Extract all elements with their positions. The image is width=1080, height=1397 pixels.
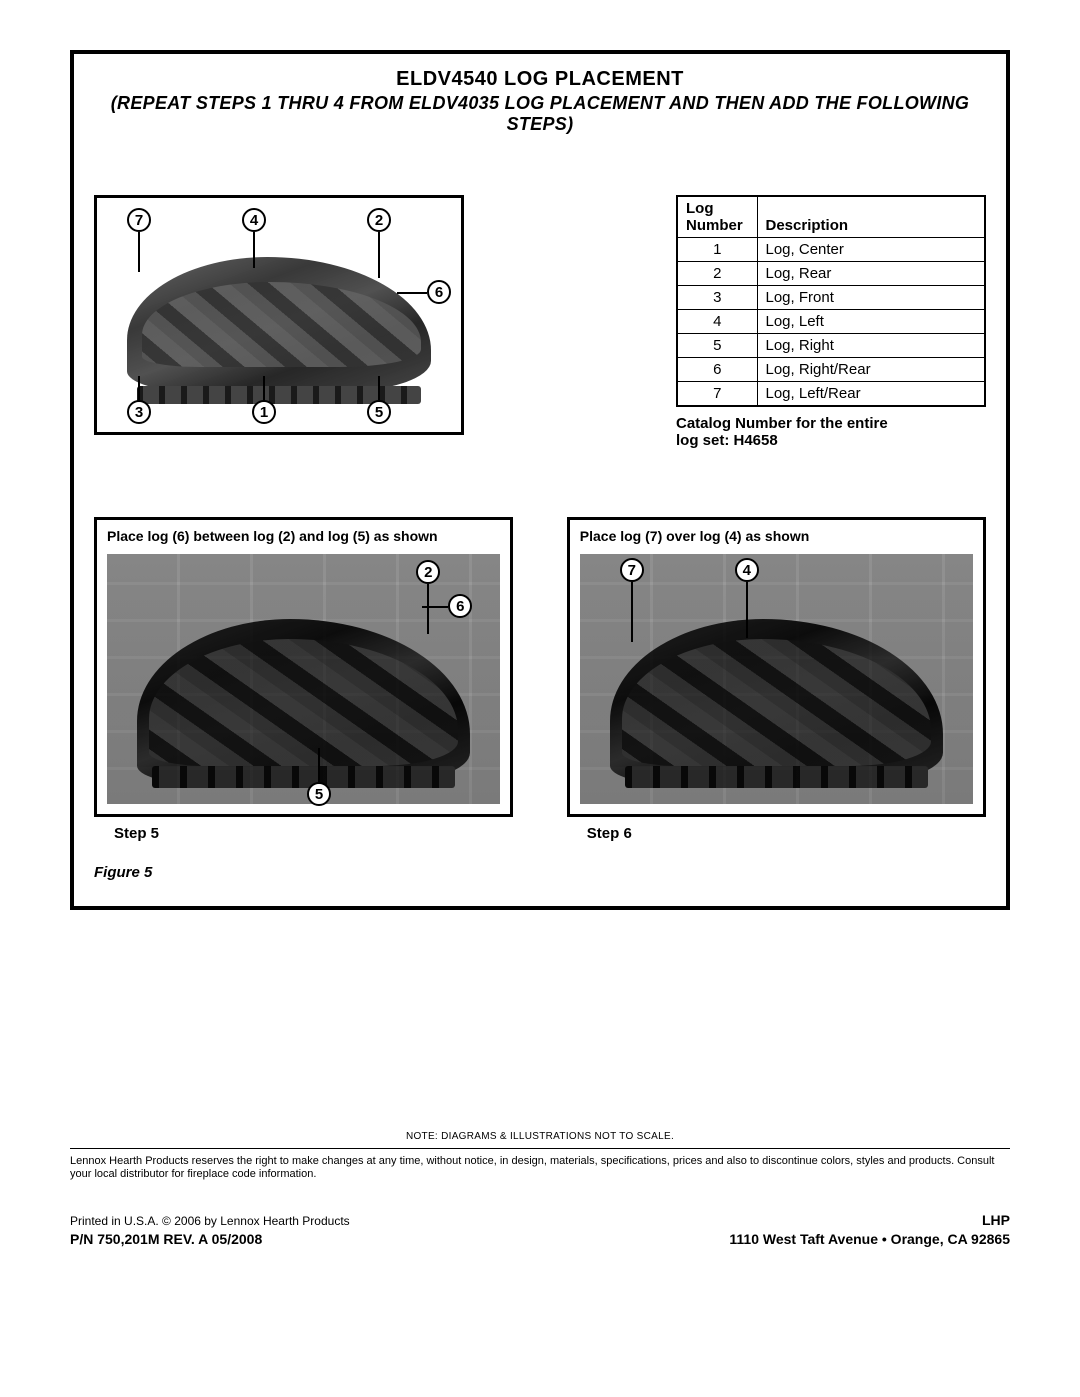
disclaimer: Lennox Hearth Products reserves the righ…: [70, 1155, 1010, 1183]
table-header-desc: Description: [757, 196, 985, 238]
table-row: 5Log, Right: [677, 334, 985, 358]
diagram-overview-panel: 7 4 2 6 3 1 5: [94, 195, 464, 435]
step5-panel: Place log (6) between log (2) and log (5…: [94, 517, 513, 817]
page-title: ELDV4540 LOG PLACEMENT: [94, 68, 986, 91]
cell-num: 1: [677, 238, 757, 262]
lead-line: [427, 584, 429, 634]
callout-4: 4: [735, 558, 759, 582]
lhp-label: LHP: [729, 1212, 1010, 1228]
table-row: 6Log, Right/Rear: [677, 358, 985, 382]
footer-rule: [70, 1148, 1010, 1149]
grate-photo: [625, 766, 928, 788]
lead-line: [378, 232, 380, 278]
cell-desc: Log, Left/Rear: [757, 382, 985, 407]
callout-3: 3: [127, 400, 151, 424]
log-table: LogNumber Description 1Log, Center 2Log,…: [676, 195, 986, 407]
lead-line: [746, 582, 748, 638]
cell-desc: Log, Front: [757, 286, 985, 310]
cell-num: 4: [677, 310, 757, 334]
callout-2: 2: [367, 208, 391, 232]
step6-panel: Place log (7) over log (4) as shown 7 4: [567, 517, 986, 817]
step6-column: Place log (7) over log (4) as shown 7 4 …: [567, 517, 986, 881]
callout-7: 7: [620, 558, 644, 582]
cell-desc: Log, Right: [757, 334, 985, 358]
log-pile-photo: [137, 619, 470, 784]
callout-6: 6: [427, 280, 451, 304]
step5-instruction: Place log (6) between log (2) and log (5…: [97, 520, 510, 548]
lead-line: [378, 376, 380, 400]
lead-line: [138, 376, 140, 400]
cell-num: 2: [677, 262, 757, 286]
table-row: 2Log, Rear: [677, 262, 985, 286]
step6-photo: [580, 554, 973, 804]
cell-desc: Log, Left: [757, 310, 985, 334]
callout-5: 5: [307, 782, 331, 806]
figure-label: Figure 5: [94, 864, 513, 881]
footer: NOTE: DIAGRAMS & ILLUSTRATIONS NOT TO SC…: [70, 1131, 1010, 1248]
page-subtitle: (REPEAT STEPS 1 THRU 4 FROM ELDV4035 LOG…: [94, 93, 986, 135]
callout-5: 5: [367, 400, 391, 424]
cell-num: 3: [677, 286, 757, 310]
catalog-note: Catalog Number for the entire log set: H…: [676, 415, 986, 449]
bottom-row: Place log (6) between log (2) and log (5…: [94, 517, 986, 881]
address: 1110 West Taft Avenue • Orange, CA 92865: [729, 1231, 1010, 1247]
lead-line: [253, 232, 255, 268]
step5-column: Place log (6) between log (2) and log (5…: [94, 517, 513, 881]
part-number: P/N 750,201M REV. A 05/2008: [70, 1231, 350, 1247]
lead-line: [263, 376, 265, 400]
catalog-note-l1: Catalog Number for the entire: [676, 415, 888, 432]
lead-line: [631, 582, 633, 642]
log-pile-photo: [610, 619, 943, 784]
table-header-num: LogNumber: [677, 196, 757, 238]
callout-7: 7: [127, 208, 151, 232]
printed-line: Printed in U.S.A. © 2006 by Lennox Heart…: [70, 1214, 350, 1228]
callout-1: 1: [252, 400, 276, 424]
document-frame: ELDV4540 LOG PLACEMENT (REPEAT STEPS 1 T…: [70, 50, 1010, 910]
lead-line: [138, 232, 140, 272]
cell-desc: Log, Right/Rear: [757, 358, 985, 382]
step5-photo: [107, 554, 500, 804]
table-row: 4Log, Left: [677, 310, 985, 334]
table-row: 3Log, Front: [677, 286, 985, 310]
step5-label: Step 5: [94, 825, 513, 842]
cell-num: 7: [677, 382, 757, 407]
note-scale: NOTE: DIAGRAMS & ILLUSTRATIONS NOT TO SC…: [70, 1131, 1010, 1142]
cell-num: 5: [677, 334, 757, 358]
cell-desc: Log, Center: [757, 238, 985, 262]
table-row: 7Log, Left/Rear: [677, 382, 985, 407]
cell-desc: Log, Rear: [757, 262, 985, 286]
grate-photo: [152, 766, 455, 788]
lead-line: [422, 606, 448, 608]
log-pile-illustration: [127, 257, 431, 392]
top-row: 7 4 2 6 3 1 5: [94, 195, 986, 449]
step6-instruction: Place log (7) over log (4) as shown: [570, 520, 983, 548]
table-container: LogNumber Description 1Log, Center 2Log,…: [676, 195, 986, 449]
cell-num: 6: [677, 358, 757, 382]
callout-4: 4: [242, 208, 266, 232]
lead-line: [397, 292, 427, 294]
lead-line: [318, 748, 320, 782]
step6-label: Step 6: [567, 825, 986, 842]
catalog-note-l2: log set: H4658: [676, 432, 778, 449]
table-row: 1Log, Center: [677, 238, 985, 262]
